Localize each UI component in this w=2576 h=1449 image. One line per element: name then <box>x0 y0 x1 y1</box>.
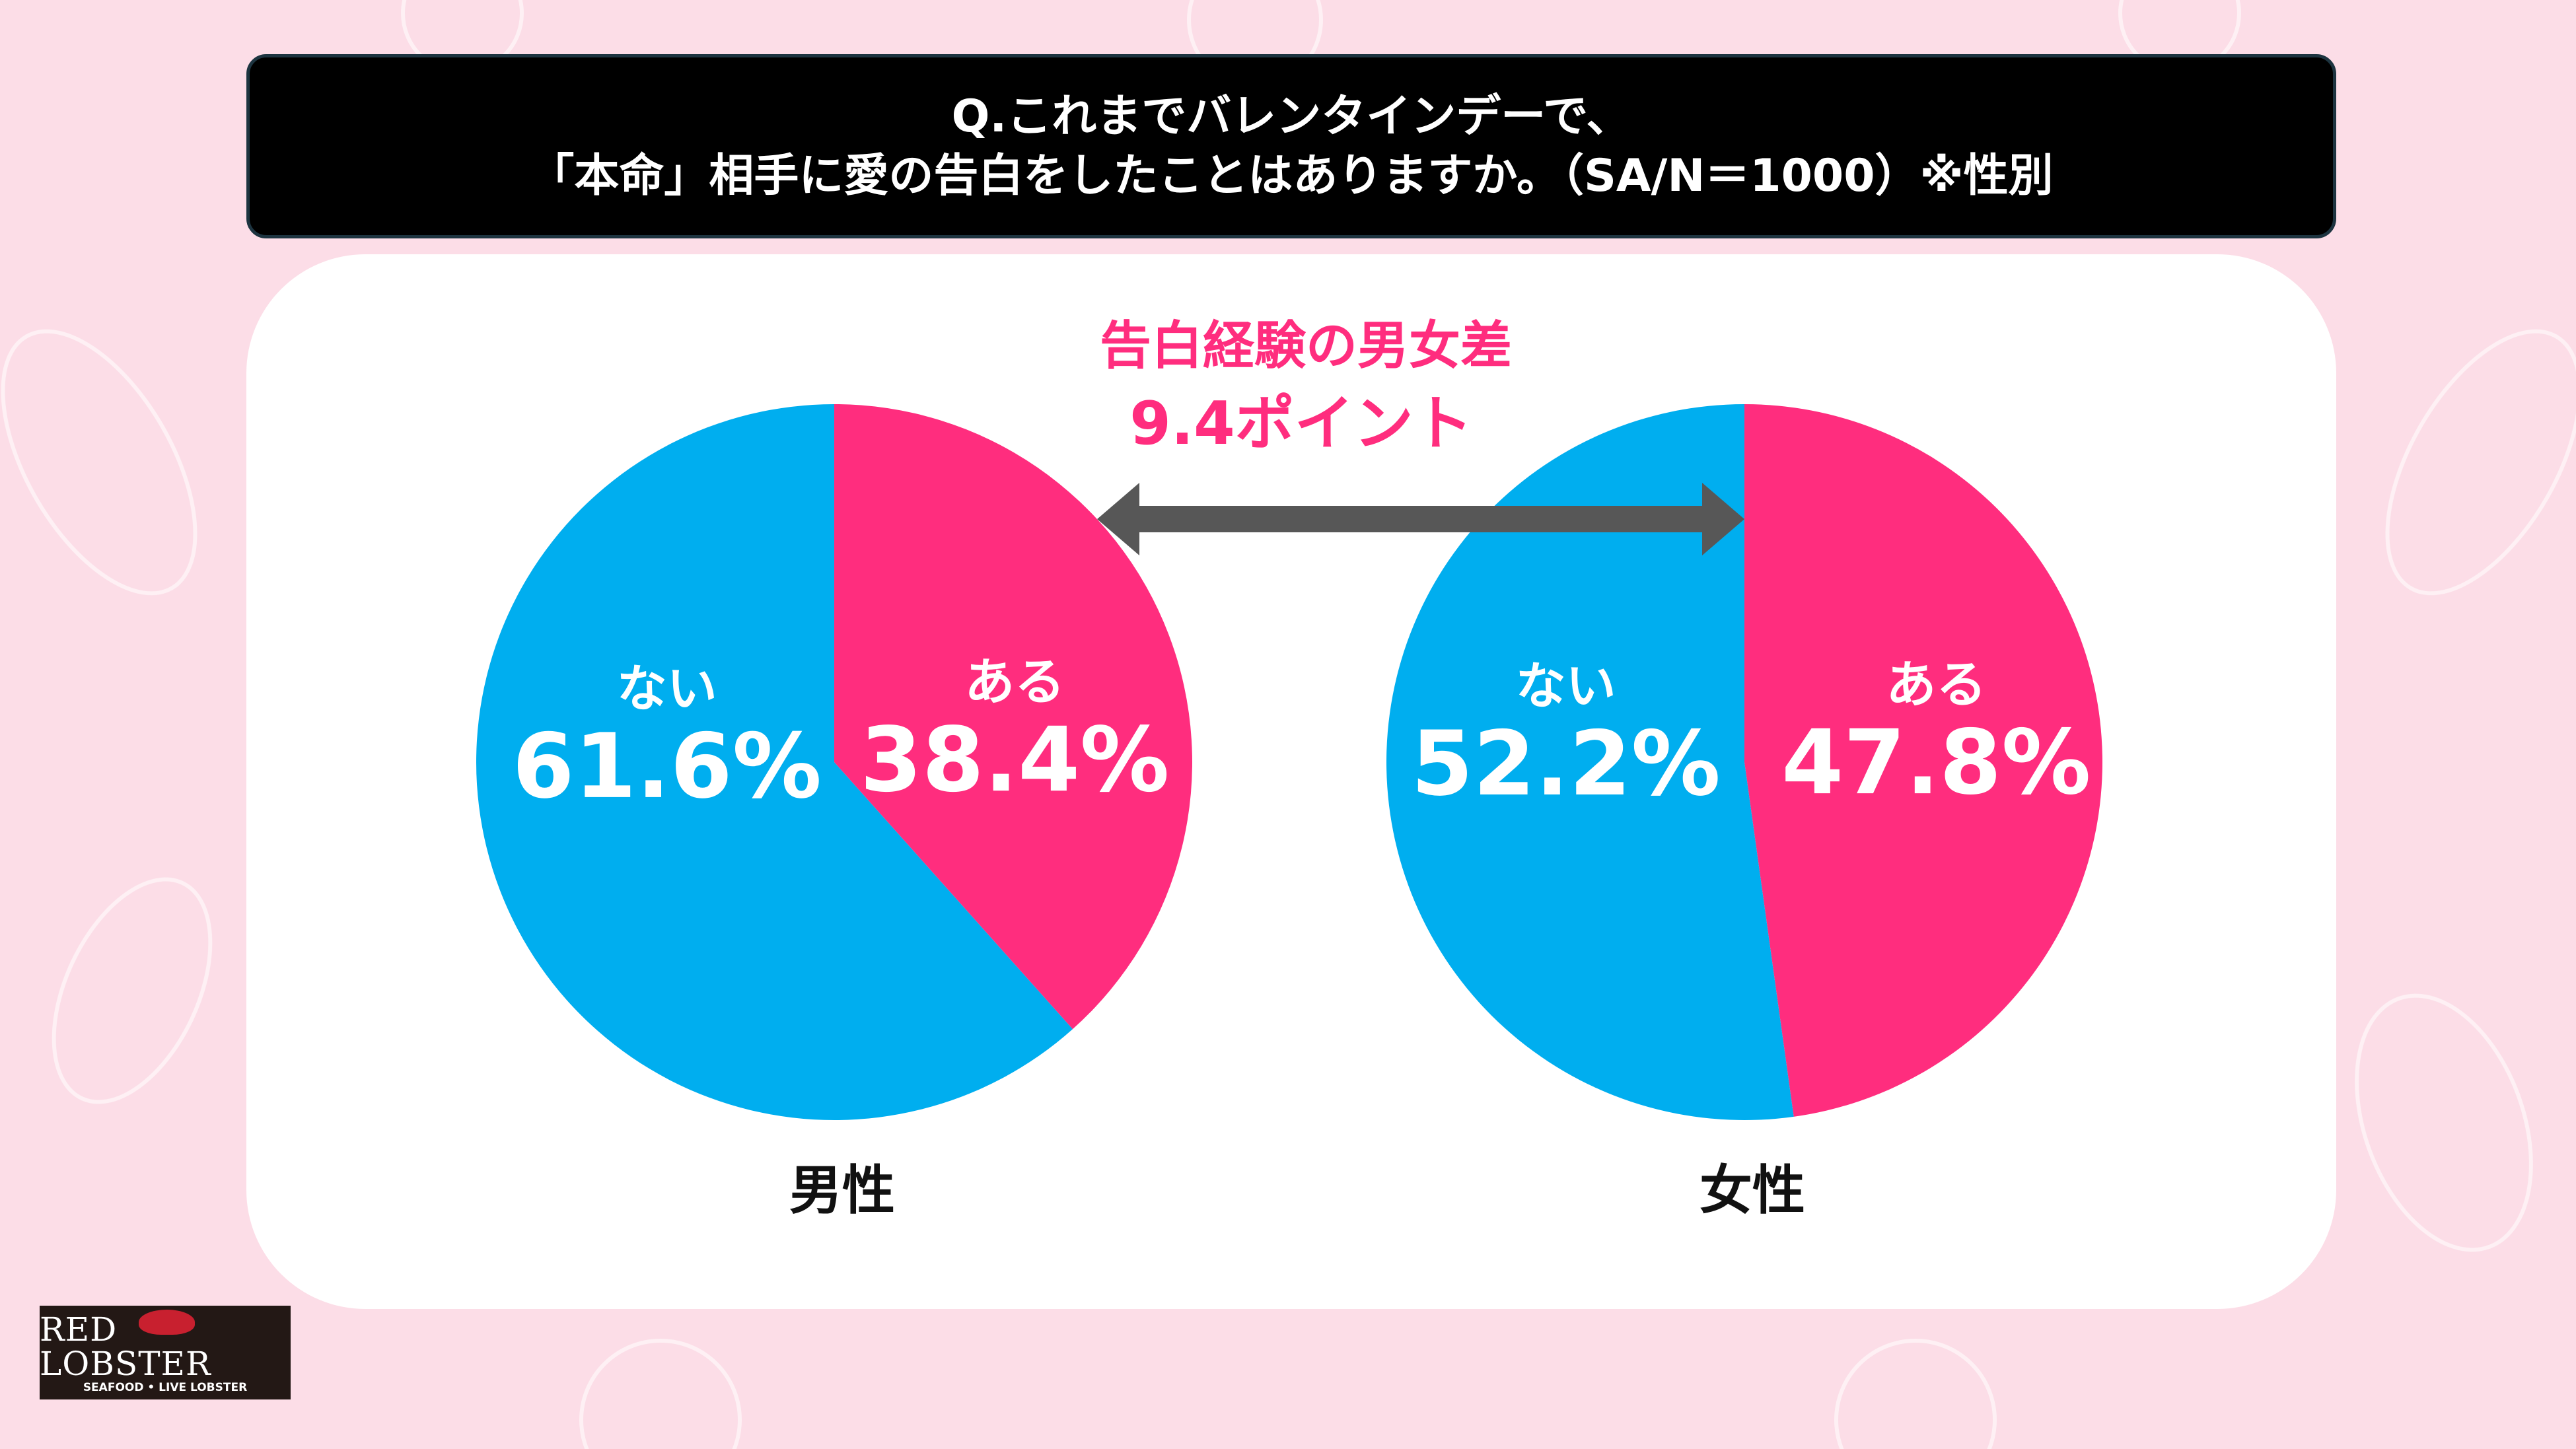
arrow-head-left <box>1097 483 1139 555</box>
logo-tagline: SEAFOOD • LIVE LOBSTER <box>83 1381 248 1394</box>
arrow-head-right <box>1702 483 1744 555</box>
slice-label: ない <box>1516 656 1616 715</box>
pie-slice-yes <box>1744 404 2102 1117</box>
red-lobster-logo: RED LOBSTER SEAFOOD • LIVE LOBSTER <box>40 1306 291 1399</box>
arrow-shaft <box>1129 506 1712 532</box>
difference-heading: 告白経験の男女差 <box>1100 316 1512 376</box>
slice-value-label: 47.8% <box>1781 711 2091 814</box>
question-line-1: Q.これまでバレンタインデーで、 <box>951 90 1631 143</box>
pie-slice-no <box>1386 404 1794 1120</box>
pie-category-label: 男性 <box>789 1160 895 1221</box>
question-title: Q.これまでバレンタインデーで、 「本命」相手に愛の告白をしたことはありますか。… <box>246 54 2336 238</box>
lobster-icon <box>139 1310 195 1335</box>
difference-value: 9.4ポイント <box>1129 389 1472 458</box>
pie-slice-yes <box>834 404 1192 1030</box>
question-line-2: 「本命」相手に愛の告白をしたことはありますか。（SA/N＝1000）※性別 <box>529 149 2054 202</box>
difference-arrow <box>1097 483 1744 555</box>
slice-value-label: 38.4% <box>860 708 1169 812</box>
slice-value-label: 52.2% <box>1411 712 1720 816</box>
slice-label: ある <box>964 653 1065 711</box>
pie-slice-no <box>476 404 1073 1120</box>
slice-value-label: 61.6% <box>513 715 822 818</box>
slice-label: ない <box>617 659 717 718</box>
pie-category-label: 女性 <box>1699 1160 1805 1221</box>
logo-name: RED LOBSTER <box>40 1310 211 1383</box>
slice-label: ある <box>1886 655 1986 714</box>
